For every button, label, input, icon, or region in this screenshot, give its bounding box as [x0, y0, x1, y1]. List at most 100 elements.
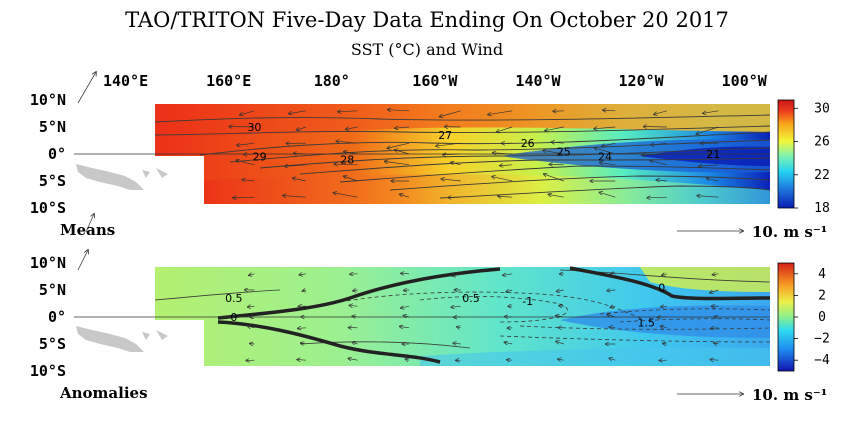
anomalies-cool-core [560, 305, 770, 338]
wind-arrow [558, 359, 564, 360]
wind-arrow [353, 290, 358, 291]
wind-arrow [240, 110, 255, 115]
y-tick-label: 0° [48, 308, 66, 326]
anomalies-zero-contours [217, 266, 770, 364]
wind-arrow [289, 110, 307, 114]
wind-arrow [400, 326, 410, 327]
wind-arrow [405, 359, 409, 360]
chart-title: TAO/TRITON Five-Day Data Ending On Octob… [125, 8, 729, 32]
wind-arrow [344, 176, 358, 182]
x-tick-label: 100°W [722, 72, 768, 90]
wind-arrow [250, 343, 255, 344]
wind-arrow [441, 179, 461, 181]
wind-arrow [352, 342, 358, 344]
wind-arrow [594, 148, 616, 155]
means-reference-label: 10. m s⁻¹ [752, 223, 827, 241]
means-sst-north [155, 104, 770, 140]
anomalies-field [155, 267, 770, 366]
contour-label: 25 [557, 145, 571, 158]
colorbar-tick-label: 22 [814, 168, 830, 183]
wind-arrow [506, 290, 513, 292]
anomalies-colorbar-ticks: 4 2 0 −2 −4 [794, 267, 830, 368]
means-panel: 30 29 28 27 26 25 24 21 10°N 5°N 0° 5°S 10°S 30 26 22… [30, 72, 830, 233]
wind-arrow [399, 194, 410, 198]
wind-arrow [712, 274, 719, 275]
wind-arrow [699, 165, 719, 166]
contour-label: 30 [247, 121, 261, 134]
wind-arrow [714, 343, 719, 344]
wind-arrow [551, 142, 564, 143]
wind-arrow [500, 165, 513, 166]
wind-arrow [299, 274, 307, 275]
wind-arrow [498, 196, 513, 197]
wind-arrow [229, 126, 255, 127]
x-tick-label: 160°E [206, 72, 251, 90]
anomalies-colorbar [777, 262, 795, 372]
contour-label: 21 [706, 148, 720, 161]
wind-arrow [609, 327, 616, 328]
means-colorbar [777, 99, 795, 209]
wind-arrow [710, 360, 719, 361]
contour-label: 0.5 [462, 292, 480, 305]
x-tick-labels: 140°E 160°E 180° 160°W 140°W 120°W 100°W [103, 72, 768, 90]
wind-arrow [496, 126, 513, 132]
wind-arrow [488, 110, 513, 115]
y-tick-label: 5°S [39, 172, 66, 190]
colorbar-tick-label: 0 [818, 310, 826, 325]
wind-arrow [651, 143, 667, 145]
wind-arrow [283, 195, 307, 197]
wind-arrow [451, 162, 461, 165]
wind-arrow [654, 110, 667, 115]
wind-arrow [711, 328, 719, 329]
x-tick-label: 160°W [412, 72, 458, 90]
contour-label: 0 [230, 311, 237, 324]
wind-arrow [348, 358, 358, 360]
x-tick-label: 140°W [515, 72, 561, 90]
colorbar-tick-label: 30 [814, 101, 830, 116]
contour-label: 26 [521, 137, 535, 150]
colorbar-tick-label: 4 [818, 267, 826, 282]
anomalies-new-guinea-landmass [76, 326, 168, 352]
wind-arrow [296, 126, 307, 130]
wind-arrow [609, 358, 616, 360]
colorbar-tick-label: 18 [814, 201, 830, 216]
means-land-mask-south [74, 156, 204, 208]
wind-arrow [696, 126, 719, 134]
wind-arrow [233, 197, 255, 198]
y-tick-label: 0° [48, 145, 66, 163]
wind-arrow [647, 197, 667, 198]
wind-arrow [544, 174, 564, 182]
contour-label: 24 [598, 151, 612, 164]
anomalies-label: Anomalies [59, 384, 148, 402]
y-tick-label: 10°N [30, 91, 66, 109]
wind-arrow [385, 161, 410, 166]
wind-arrow [602, 142, 616, 146]
wind-arrow [242, 180, 255, 181]
wind-arrow [249, 274, 255, 276]
x-tick-label: 180° [314, 72, 350, 90]
wind-arrow [457, 327, 461, 328]
wind-arrow [504, 342, 513, 344]
wind-arrow [333, 193, 358, 198]
wind-arrow [599, 192, 616, 198]
colorbar-tick-label: −4 [814, 353, 830, 368]
wind-arrow [660, 326, 667, 328]
wind-arrow [436, 142, 461, 146]
wind-arrow [545, 126, 564, 131]
wind-arrow [349, 305, 358, 306]
anomalies-wind-vectors [245, 273, 719, 360]
wind-arrow [603, 110, 616, 111]
wind-arrow [298, 328, 307, 329]
anomalies-land-mask [74, 267, 155, 320]
wind-arrow [395, 127, 410, 128]
anomalies-y-tick-labels: 10°N 5°N 0° 5°S 10°S [30, 254, 66, 380]
y-tick-label: 10°S [30, 199, 66, 217]
wind-arrow [492, 177, 513, 182]
wind-arrow [237, 143, 255, 145]
wind-arrow [248, 306, 255, 307]
wind-arrow [387, 142, 410, 148]
wind-arrow [707, 178, 719, 182]
wind-arrow [650, 161, 667, 166]
wind-arrow [710, 289, 719, 293]
